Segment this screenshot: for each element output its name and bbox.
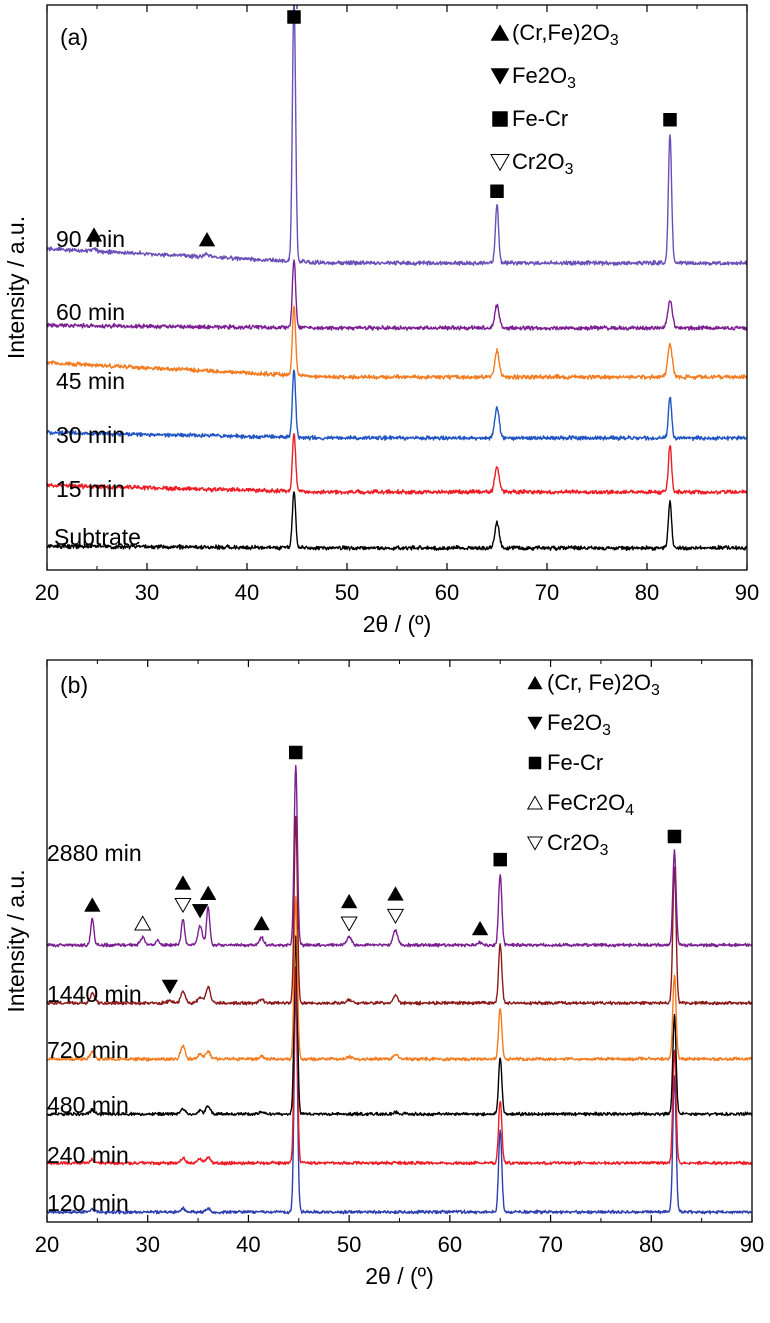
phase-marker-6: [253, 915, 270, 931]
x-tick-label: 90: [735, 580, 759, 605]
series-line-120-min: [47, 988, 752, 1215]
phase-marker-13: [493, 852, 507, 867]
series-line-2880-min: [47, 764, 752, 948]
legend-marker-1: [527, 716, 543, 731]
phase-marker-2: [287, 10, 301, 24]
phase-marker-2: [174, 897, 192, 914]
series-line-15-min: [47, 432, 747, 495]
series-label-Subtrate: Subtrate: [54, 524, 141, 550]
legend-marker-2: [492, 111, 508, 127]
phase-marker-5: [199, 885, 217, 900]
x-tick-label: 40: [235, 580, 259, 605]
phase-marker-14: [667, 829, 682, 844]
x-axis-label: 2θ / (º): [363, 611, 431, 637]
series-line-1440-min: [47, 815, 752, 1006]
series-label-60-min: 60 min: [56, 299, 125, 325]
panel-b: 120 min 240 min 480 min 720 min 1440 min 2880…: [3, 659, 764, 1289]
x-tick-label: 30: [135, 1232, 159, 1257]
x-tick-label: 50: [337, 1232, 361, 1257]
series-label-120-min: 120 min: [47, 1190, 129, 1216]
legend: (Cr, Fe)2O3 Fe2O3 Fe-Cr FeCr2O4 Cr2O3: [526, 670, 660, 859]
x-tick-label: 80: [639, 1232, 663, 1257]
legend-marker-2: [528, 756, 542, 770]
x-tick-label: 30: [135, 580, 159, 605]
series-label-2880-min: 2880 min: [47, 840, 142, 866]
phase-marker-11: [387, 886, 404, 901]
series-line-45-min: [47, 305, 747, 381]
phase-marker-1: [198, 231, 216, 247]
legend-marker-1: [490, 68, 510, 85]
x-tick-label: 20: [35, 1232, 59, 1257]
series-label-240-min: 240 min: [47, 1142, 129, 1168]
x-tick-label: 70: [535, 580, 559, 605]
phase-marker-15: [161, 979, 179, 995]
x-tick-label: 60: [438, 1232, 462, 1257]
legend-label-0: (Cr,Fe)2O3: [512, 20, 619, 49]
legend-label-1: Fe2O3: [547, 710, 611, 739]
x-tick-label: 90: [740, 1232, 764, 1257]
series-label-30-min: 30 min: [56, 422, 125, 448]
series-line-Subtrate: [47, 491, 747, 552]
y-axis-label: Intensity / a.u.: [3, 216, 29, 359]
traces: [47, 764, 752, 1215]
series-label-1440-min: 1440 min: [47, 981, 142, 1007]
legend-marker-0: [490, 24, 510, 41]
x-tick-label: 40: [236, 1232, 260, 1257]
phase-marker-3: [490, 184, 504, 198]
legend-label-4: Cr2O3: [547, 830, 609, 859]
legend-label-3: Cr2O3: [512, 149, 574, 178]
legend: (Cr,Fe)2O3 Fe2O3 Fe-Cr Cr2O3: [490, 20, 619, 178]
x-tick-label: 60: [435, 580, 459, 605]
x-axis-label: 2θ / (º): [365, 1263, 433, 1289]
phase-marker-9: [340, 893, 358, 909]
series-line-30-min: [47, 369, 747, 442]
plot-frame: [46, 4, 748, 571]
y-axis-label: Intensity / a.u.: [3, 869, 29, 1012]
series-line-60-min: [47, 259, 747, 331]
legend-label-2: Fe-Cr: [512, 106, 568, 131]
legend-marker-0: [527, 675, 543, 690]
phase-marker-0: [85, 227, 103, 242]
phase-marker-8: [340, 916, 358, 932]
phase-marker-4: [191, 904, 209, 919]
legend-label-0: (Cr, Fe)2O3: [547, 670, 660, 699]
legend-label-1: Fe2O3: [512, 63, 576, 92]
series-label-480-min: 480 min: [47, 1092, 129, 1118]
x-tick-label: 50: [335, 580, 359, 605]
series-label-720-min: 720 min: [47, 1037, 129, 1063]
phase-marker-4: [663, 113, 677, 127]
phase-marker-10: [386, 908, 405, 925]
series-line-720-min: [47, 895, 752, 1062]
legend-marker-3: [526, 795, 544, 810]
x-tick-label: 70: [538, 1232, 562, 1257]
phase-marker-0: [84, 897, 101, 912]
x-tick-label: 20: [35, 580, 59, 605]
phase-marker-12: [471, 920, 489, 936]
series-label-15-min: 15 min: [56, 476, 125, 502]
legend-label-2: Fe-Cr: [547, 750, 603, 775]
phase-marker-3: [174, 875, 192, 890]
phase-marker-1: [134, 915, 152, 931]
series-line-90-min: [47, 5, 747, 267]
panel-label: (a): [60, 24, 88, 50]
series-line-480-min: [47, 935, 752, 1117]
x-tick-label: 80: [635, 580, 659, 605]
legend-label-3: FeCr2O4: [547, 790, 634, 819]
panel-label: (b): [60, 672, 88, 698]
legend-marker-3: [490, 154, 510, 172]
legend-marker-4: [526, 836, 544, 851]
phase-marker-7: [289, 745, 303, 760]
series-line-240-min: [47, 966, 752, 1166]
series-label-45-min: 45 min: [56, 368, 125, 394]
traces: [47, 5, 747, 552]
